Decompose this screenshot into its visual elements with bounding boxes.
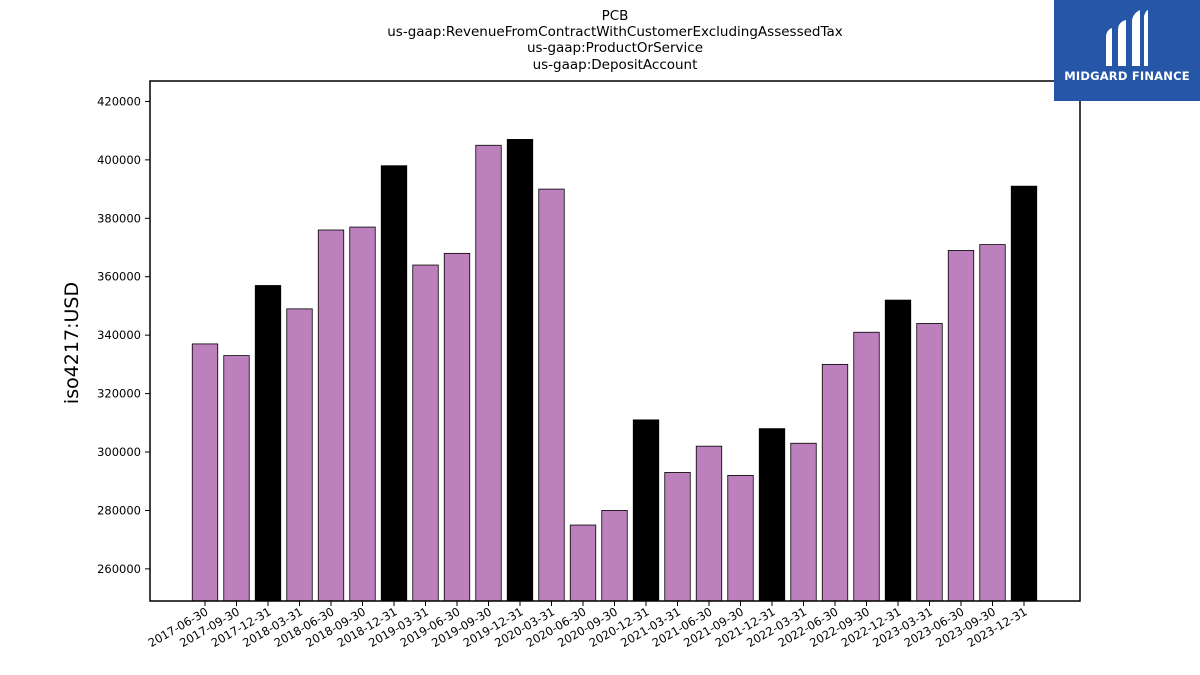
bar-2021-12-31 bbox=[758, 428, 786, 602]
bar-2021-03-31 bbox=[664, 472, 691, 602]
chart-title-line-3: us-gaap:ProductOrService bbox=[527, 40, 703, 56]
bar-2018-03-31 bbox=[286, 308, 313, 602]
plot-frame bbox=[149, 80, 1081, 602]
bar-2022-12-31 bbox=[884, 299, 912, 602]
bar-2023-03-31 bbox=[916, 323, 943, 602]
bar-2023-12-31 bbox=[1010, 185, 1038, 602]
y-tick-label: 400000 bbox=[97, 153, 141, 167]
bar-2019-09-30 bbox=[475, 144, 502, 602]
chart-title-line-1: PCB bbox=[602, 8, 629, 24]
y-axis-label: iso4217:USD bbox=[61, 282, 83, 404]
chart-title-line-4: us-gaap:DepositAccount bbox=[533, 57, 698, 73]
bar-2023-06-30 bbox=[947, 250, 975, 602]
bar-2018-09-30 bbox=[349, 226, 376, 602]
logo-mark-icon bbox=[1106, 10, 1148, 66]
bar-2020-03-31 bbox=[538, 188, 565, 602]
logo-text: MIDGARD FINANCE bbox=[1064, 69, 1190, 83]
chart-title: PCB us-gaap:RevenueFromContractWithCusto… bbox=[387, 8, 843, 73]
y-tick-label: 360000 bbox=[97, 270, 141, 284]
bars bbox=[191, 139, 1038, 602]
bar-2021-09-30 bbox=[727, 474, 754, 602]
bar-2020-12-31 bbox=[632, 419, 660, 602]
chart-title-line-2: us-gaap:RevenueFromContractWithCustomerE… bbox=[387, 24, 843, 40]
bar-2017-12-31 bbox=[254, 285, 282, 602]
bar-2019-06-30 bbox=[443, 252, 471, 602]
y-tick-label: 420000 bbox=[97, 94, 141, 108]
bar-2019-03-31 bbox=[412, 264, 439, 602]
bar-2022-06-30 bbox=[821, 363, 849, 602]
bar-2019-12-31 bbox=[506, 139, 534, 602]
y-axis-ticks: 260000 280000 300000 320000 340000 360000 3800… bbox=[97, 94, 150, 576]
y-tick-label: 380000 bbox=[97, 211, 141, 225]
bar-2017-09-30 bbox=[223, 355, 250, 602]
y-tick-label: 300000 bbox=[97, 445, 141, 459]
bar-2023-09-30 bbox=[979, 244, 1006, 602]
y-tick-label: 340000 bbox=[97, 328, 141, 342]
x-axis-ticks: 2017-06-302017-09-302017-12-312018-03-31… bbox=[146, 601, 1030, 650]
bar-2021-06-30 bbox=[695, 445, 723, 602]
y-tick-label: 260000 bbox=[97, 562, 141, 576]
bar-2022-03-31 bbox=[790, 442, 817, 602]
y-tick-label: 320000 bbox=[97, 387, 141, 401]
bar-2022-09-30 bbox=[853, 331, 880, 602]
bar-2020-06-30 bbox=[569, 524, 597, 602]
bar-2020-09-30 bbox=[601, 510, 628, 602]
bar-2018-06-30 bbox=[317, 229, 345, 602]
y-tick-label: 280000 bbox=[97, 503, 141, 517]
brand-logo: MIDGARD FINANCE bbox=[1054, 0, 1200, 101]
bar-2018-12-31 bbox=[380, 165, 408, 602]
bar-2017-06-30 bbox=[191, 343, 219, 602]
